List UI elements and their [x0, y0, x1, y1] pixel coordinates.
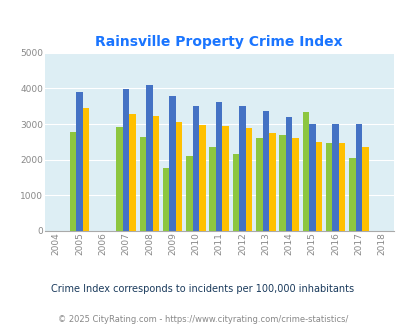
Bar: [279, 135, 285, 231]
Legend: Rainsville, Alabama, National: Rainsville, Alabama, National: [93, 329, 345, 330]
Bar: [76, 92, 83, 231]
Bar: [70, 132, 76, 231]
Bar: [361, 147, 368, 231]
Bar: [315, 142, 321, 231]
Bar: [222, 125, 228, 231]
Text: © 2025 CityRating.com - https://www.cityrating.com/crime-statistics/: © 2025 CityRating.com - https://www.city…: [58, 315, 347, 324]
Bar: [338, 143, 345, 231]
Bar: [123, 89, 129, 231]
Bar: [292, 138, 298, 231]
Bar: [355, 124, 361, 231]
Bar: [152, 116, 159, 231]
Bar: [169, 96, 175, 231]
Bar: [302, 112, 308, 231]
Bar: [262, 111, 269, 231]
Bar: [209, 147, 215, 231]
Bar: [232, 154, 239, 231]
Bar: [332, 124, 338, 231]
Bar: [308, 124, 315, 231]
Bar: [245, 128, 252, 231]
Bar: [162, 168, 169, 231]
Bar: [175, 122, 182, 231]
Bar: [256, 138, 262, 231]
Bar: [348, 158, 355, 231]
Bar: [269, 133, 275, 231]
Bar: [215, 102, 222, 231]
Bar: [146, 85, 152, 231]
Bar: [325, 143, 332, 231]
Bar: [239, 106, 245, 231]
Bar: [129, 115, 136, 231]
Bar: [192, 106, 199, 231]
Bar: [199, 125, 205, 231]
Bar: [285, 117, 292, 231]
Bar: [186, 156, 192, 231]
Bar: [83, 108, 89, 231]
Bar: [116, 127, 123, 231]
Bar: [139, 137, 146, 231]
Title: Rainsville Property Crime Index: Rainsville Property Crime Index: [95, 35, 342, 49]
Text: Crime Index corresponds to incidents per 100,000 inhabitants: Crime Index corresponds to incidents per…: [51, 284, 354, 294]
